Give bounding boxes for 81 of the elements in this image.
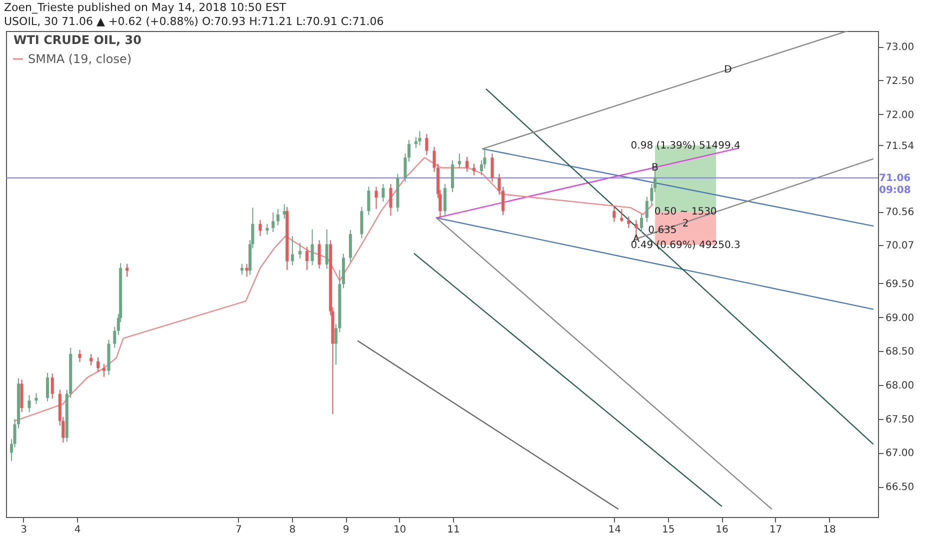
y-tick-label: 70.07 bbox=[886, 240, 914, 252]
candlestick bbox=[28, 394, 31, 413]
candlestick bbox=[318, 240, 321, 270]
candlestick bbox=[348, 230, 352, 262]
candlestick bbox=[374, 186, 378, 210]
candlestick bbox=[425, 133, 428, 156]
candlestick bbox=[50, 373, 54, 400]
candlestick bbox=[305, 246, 308, 270]
candlestick bbox=[126, 263, 129, 278]
annotation: 0.49 (0.69%) 49250.3 bbox=[630, 240, 740, 251]
x-tick-label: 3 bbox=[20, 524, 28, 536]
x-tick-label: 9 bbox=[342, 524, 350, 536]
annotation: 0.98 (1.39%) 51499.4 bbox=[630, 140, 740, 152]
annotation: 09:08 bbox=[879, 184, 911, 196]
legend-label: SMMA (19, close) bbox=[28, 52, 132, 66]
candlestick bbox=[102, 364, 106, 378]
candlestick bbox=[645, 196, 648, 222]
ref-line-label: 71.06 bbox=[879, 172, 911, 184]
annotation: 0.635 bbox=[648, 225, 677, 236]
candlestick bbox=[245, 263, 248, 278]
chart-title: WTI CRUDE OIL, 30 bbox=[14, 33, 142, 47]
candlestick bbox=[258, 219, 262, 237]
candlestick bbox=[450, 160, 454, 193]
candlestick bbox=[612, 206, 616, 222]
x-tick-label: 16 bbox=[716, 524, 728, 536]
candlestick bbox=[458, 153, 461, 169]
x-tick-label: 11 bbox=[447, 524, 460, 536]
candlestick bbox=[325, 228, 328, 270]
y-tick-label: 67.00 bbox=[886, 448, 914, 460]
y-tick-label: 73.00 bbox=[886, 42, 914, 54]
candlestick bbox=[240, 263, 244, 276]
x-tick-label: 7 bbox=[235, 524, 242, 536]
candlestick bbox=[78, 349, 82, 362]
y-tick-label: 71.54 bbox=[886, 140, 914, 152]
y-tick-label: 72.00 bbox=[886, 110, 914, 121]
candlestick bbox=[407, 139, 410, 162]
candlestick bbox=[272, 212, 275, 233]
candlestick bbox=[443, 183, 446, 216]
text: USOIL, 30 71.06 ▲ +0.62 (+0.88%) O:70.93 H:71.21 L:70.91 C:71.06 bbox=[4, 15, 385, 29]
y-tick-label: 68.50 bbox=[886, 346, 914, 358]
y-tick-label: 70.56 bbox=[886, 207, 914, 218]
candlestick bbox=[472, 163, 476, 176]
candlestick bbox=[620, 208, 624, 222]
x-tick-label: 4 bbox=[74, 524, 81, 536]
y-tick-label: 72.50 bbox=[886, 76, 914, 87]
candlestick bbox=[640, 213, 644, 233]
candlestick bbox=[290, 236, 294, 266]
y-tick-label: 69.50 bbox=[886, 278, 914, 290]
candlestick bbox=[46, 372, 50, 402]
annotation: D bbox=[724, 64, 732, 76]
x-tick-label: 14 bbox=[608, 524, 621, 536]
x-tick-label: 17 bbox=[769, 524, 782, 536]
candlestick bbox=[382, 183, 385, 202]
candlestick bbox=[367, 186, 370, 216]
candlestick bbox=[360, 206, 364, 239]
candlestick bbox=[90, 353, 93, 366]
candlestick bbox=[418, 130, 422, 146]
candlestick bbox=[310, 228, 314, 266]
candlestick bbox=[627, 216, 630, 228]
y-tick-label: 66.50 bbox=[886, 482, 914, 494]
candlestick bbox=[266, 223, 269, 236]
y-tick-label: 67.50 bbox=[886, 414, 914, 426]
y-tick-label: 69.00 bbox=[886, 312, 914, 324]
y-tick-label: 68.00 bbox=[886, 380, 914, 392]
x-tick-label: 10 bbox=[393, 524, 406, 536]
candlestick bbox=[34, 392, 38, 404]
candlestick bbox=[404, 153, 407, 182]
x-tick-label: 8 bbox=[289, 524, 296, 536]
text: Zoen_Trieste published on May 14, 2018 10:50 EST bbox=[4, 1, 288, 15]
candlestick bbox=[465, 156, 468, 172]
candlestick bbox=[298, 242, 302, 259]
candlestick bbox=[389, 183, 392, 216]
x-tick-label: 15 bbox=[662, 524, 675, 536]
candlestick bbox=[498, 173, 501, 196]
candlestick bbox=[276, 208, 280, 226]
candlestick bbox=[432, 146, 436, 172]
candlestick bbox=[96, 356, 100, 373]
candlestick bbox=[501, 186, 504, 216]
candlestick bbox=[490, 153, 494, 182]
candlestick bbox=[113, 326, 116, 348]
x-tick-label: 18 bbox=[823, 524, 836, 536]
